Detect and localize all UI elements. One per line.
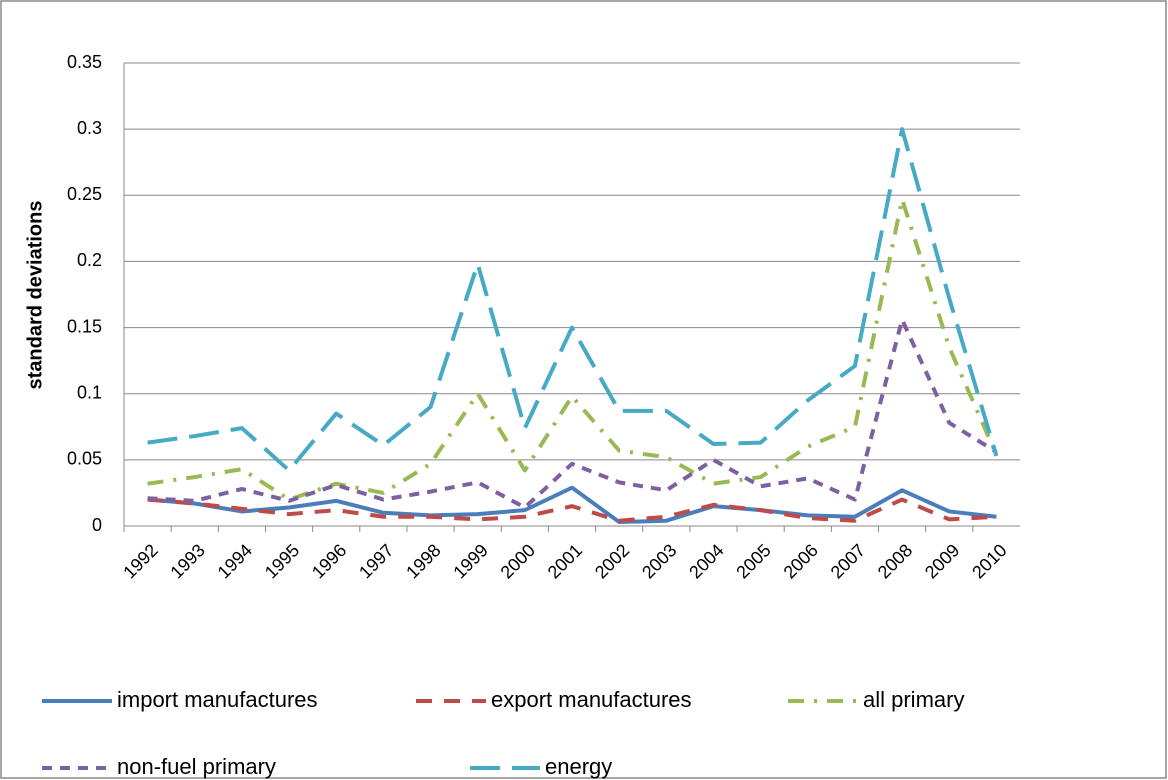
legend-text: non-fuel primary: [117, 754, 276, 779]
legend-text: import manufactures: [117, 687, 318, 712]
series-line: [147, 485, 997, 525]
y-tick-label: 0.25: [67, 184, 102, 204]
legend-text: export manufactures: [491, 687, 692, 712]
y-tick-label: 0.1: [77, 382, 102, 402]
y-tick-label: 0.3: [77, 118, 102, 138]
y-axis-label: standard deviations: [24, 201, 46, 390]
y-tick-label: 0.35: [67, 52, 102, 72]
legend-text: energy: [545, 754, 612, 779]
series-line: [147, 127, 999, 473]
y-tick-label: 0.05: [67, 449, 102, 469]
series-line: [147, 497, 997, 523]
y-tick-label: 0.2: [77, 250, 102, 270]
y-tick-label: 0.15: [67, 316, 102, 336]
legend-text: all primary: [863, 687, 964, 712]
series-line: [147, 317, 998, 510]
y-tick-label: 0: [92, 515, 102, 535]
